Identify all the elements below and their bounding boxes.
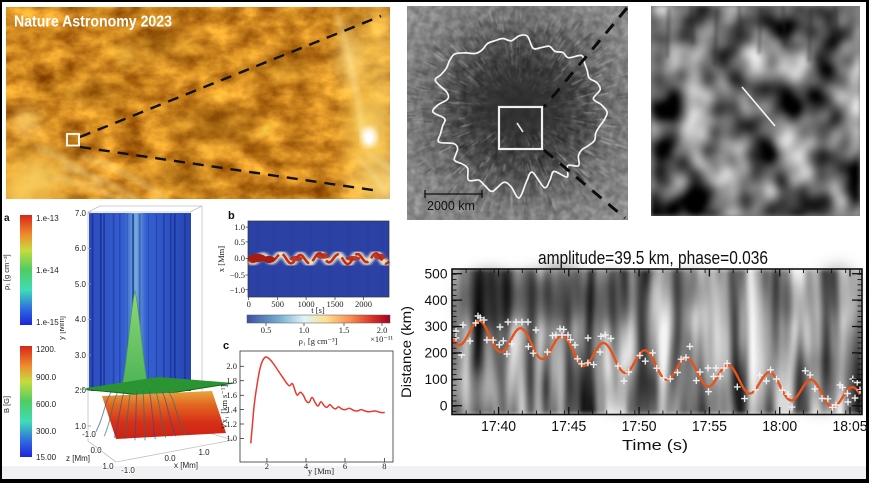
svg-text:300: 300 — [425, 318, 448, 334]
svg-text:1.e-15: 1.e-15 — [36, 318, 59, 327]
svg-text:400: 400 — [425, 292, 448, 308]
svg-text:ρ₁ [g cm⁻³]: ρ₁ [g cm⁻³] — [2, 254, 11, 290]
svg-text:b: b — [228, 210, 235, 222]
svg-text:1500: 1500 — [327, 299, 344, 309]
svg-text:-1.0: -1.0 — [121, 466, 135, 475]
svg-text:4.0: 4.0 — [75, 315, 87, 324]
svg-text:2.0: 2.0 — [377, 325, 388, 335]
svg-text:8: 8 — [382, 461, 386, 471]
svg-text:300.0: 300.0 — [36, 427, 57, 436]
svg-text:17:50: 17:50 — [622, 418, 657, 435]
svg-text:1.0: 1.0 — [299, 325, 310, 335]
svg-text:2.0: 2.0 — [226, 361, 237, 371]
svg-text:1.4: 1.4 — [226, 405, 237, 415]
svg-text:y [Mm]: y [Mm] — [60, 316, 66, 340]
svg-text:B [G]: B [G] — [2, 396, 11, 413]
svg-text:0.0: 0.0 — [164, 454, 176, 463]
svg-text:2: 2 — [265, 461, 269, 471]
svg-text:y [Mm]: y [Mm] — [308, 466, 334, 476]
svg-text:-1.0: -1.0 — [82, 430, 96, 439]
svg-text:t [s]: t [s] — [311, 305, 325, 315]
svg-text:0.0: 0.0 — [234, 253, 245, 263]
svg-text:x [Mm]: x [Mm] — [174, 461, 198, 470]
svg-text:15.00: 15.00 — [36, 453, 57, 462]
svg-text:100: 100 — [425, 371, 448, 387]
svg-text:1.e-14: 1.e-14 — [36, 266, 59, 275]
svg-text:c: c — [223, 340, 229, 352]
svg-text:17:55: 17:55 — [692, 418, 727, 435]
svg-text:ρ₁ [g cm⁻³]: ρ₁ [g cm⁻³] — [299, 336, 338, 346]
svg-text:200: 200 — [425, 345, 448, 361]
svg-text:6: 6 — [343, 461, 347, 471]
svg-text:2000: 2000 — [355, 299, 372, 309]
svg-text:Distance (km): Distance (km) — [400, 306, 414, 398]
svg-text:500: 500 — [425, 265, 448, 281]
svg-text:2.0: 2.0 — [75, 386, 87, 395]
svg-text:1.0: 1.0 — [75, 422, 87, 431]
svg-text:amplitude=39.5 km, phase=0.036: amplitude=39.5 km, phase=0.036 — [538, 248, 768, 268]
svg-text:Time (s): Time (s) — [622, 437, 688, 454]
svg-text:−0.5: −0.5 — [230, 270, 245, 280]
svg-text:a: a — [4, 213, 10, 224]
svg-text:18:00: 18:00 — [762, 418, 797, 435]
svg-text:−1.0: −1.0 — [230, 285, 245, 295]
svg-text:2000 km: 2000 km — [427, 199, 475, 213]
svg-text:1.0: 1.0 — [198, 448, 210, 457]
svg-text:0.5: 0.5 — [234, 237, 245, 247]
svg-text:0.0: 0.0 — [90, 446, 102, 455]
svg-text:Nature Astronomy 2023: Nature Astronomy 2023 — [14, 14, 172, 31]
svg-text:7.0: 7.0 — [75, 209, 87, 218]
svg-text:18:05: 18:05 — [833, 418, 868, 435]
svg-text:1.8: 1.8 — [226, 376, 237, 386]
svg-text:5.0: 5.0 — [75, 280, 87, 289]
svg-text:500: 500 — [271, 299, 284, 309]
svg-text:600.0: 600.0 — [36, 400, 57, 409]
svg-text:×10⁻¹¹: ×10⁻¹¹ — [370, 334, 393, 344]
svg-text:0.5: 0.5 — [261, 325, 272, 335]
svg-text:1.5: 1.5 — [339, 325, 350, 335]
svg-text:6.0: 6.0 — [75, 244, 87, 253]
svg-text:1.6: 1.6 — [226, 390, 237, 400]
svg-text:1200.: 1200. — [36, 345, 56, 354]
svg-text:900.0: 900.0 — [36, 373, 57, 382]
svg-text:4: 4 — [304, 461, 309, 471]
svg-text:3.0: 3.0 — [75, 351, 87, 360]
svg-text:1.e-13: 1.e-13 — [36, 214, 59, 223]
svg-text:1.0: 1.0 — [226, 433, 237, 443]
svg-text:1.0: 1.0 — [102, 462, 114, 471]
svg-text:Vx₁ [km s⁻¹]: Vx₁ [km s⁻¹] — [219, 385, 229, 430]
svg-text:17:45: 17:45 — [551, 418, 586, 435]
svg-text:1.2: 1.2 — [226, 419, 237, 429]
svg-text:1000: 1000 — [298, 299, 315, 309]
svg-text:0: 0 — [440, 397, 448, 413]
svg-text:1.0: 1.0 — [234, 222, 245, 232]
svg-text:x [Mm]: x [Mm] — [216, 246, 226, 272]
svg-text:z [Mm]: z [Mm] — [66, 454, 90, 463]
svg-text:17:40: 17:40 — [481, 418, 516, 435]
svg-text:0: 0 — [247, 299, 251, 309]
